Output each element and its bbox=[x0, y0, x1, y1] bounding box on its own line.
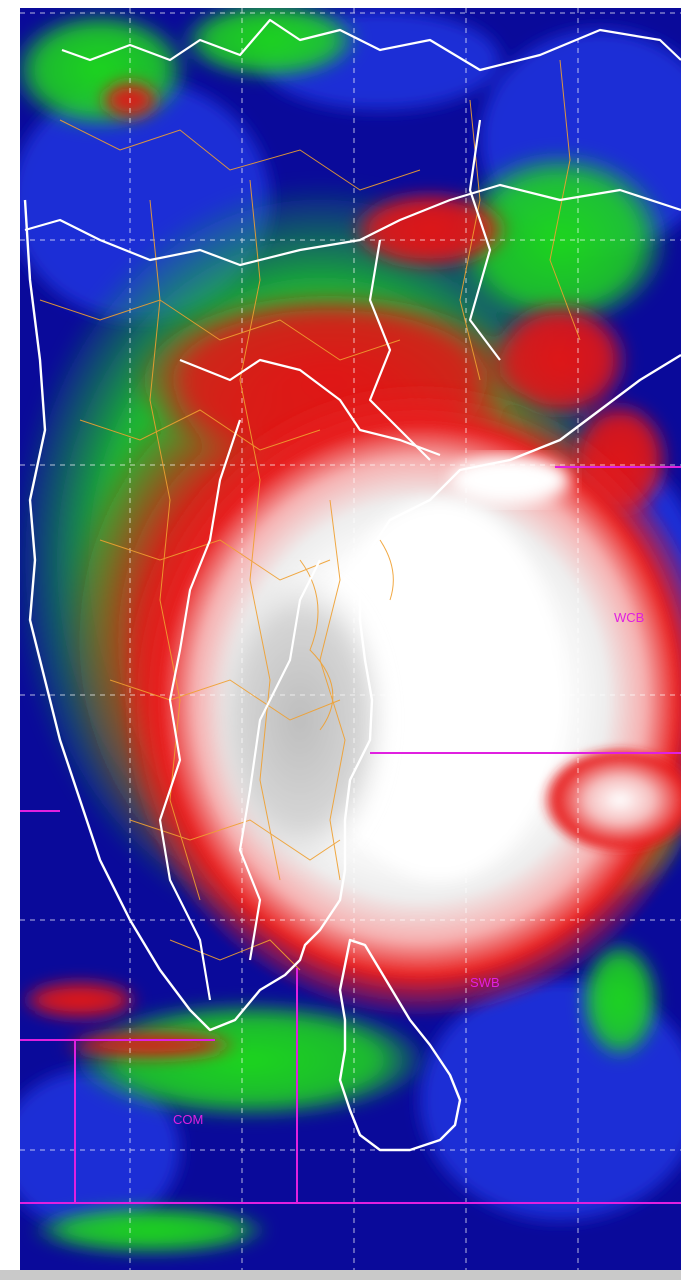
bottom-edge-bar bbox=[0, 1270, 681, 1280]
label-com: COM bbox=[173, 1112, 203, 1127]
lat-lon-grid bbox=[20, 8, 681, 1270]
indian-coastline bbox=[23, 199, 681, 1032]
state-boundaries bbox=[24, 18, 681, 1001]
north-band-white bbox=[450, 455, 570, 505]
marine-area-boundaries bbox=[20, 466, 681, 1204]
infrared-satellite-map: WCB SWB COM bbox=[20, 8, 681, 1270]
sri-lanka-coastline bbox=[338, 938, 462, 1152]
label-wcb: WCB bbox=[614, 610, 644, 625]
inland-grey-patch bbox=[210, 570, 390, 870]
east-band-pink bbox=[540, 745, 681, 855]
district-boundaries bbox=[39, 59, 581, 971]
label-swb: SWB bbox=[470, 975, 500, 990]
